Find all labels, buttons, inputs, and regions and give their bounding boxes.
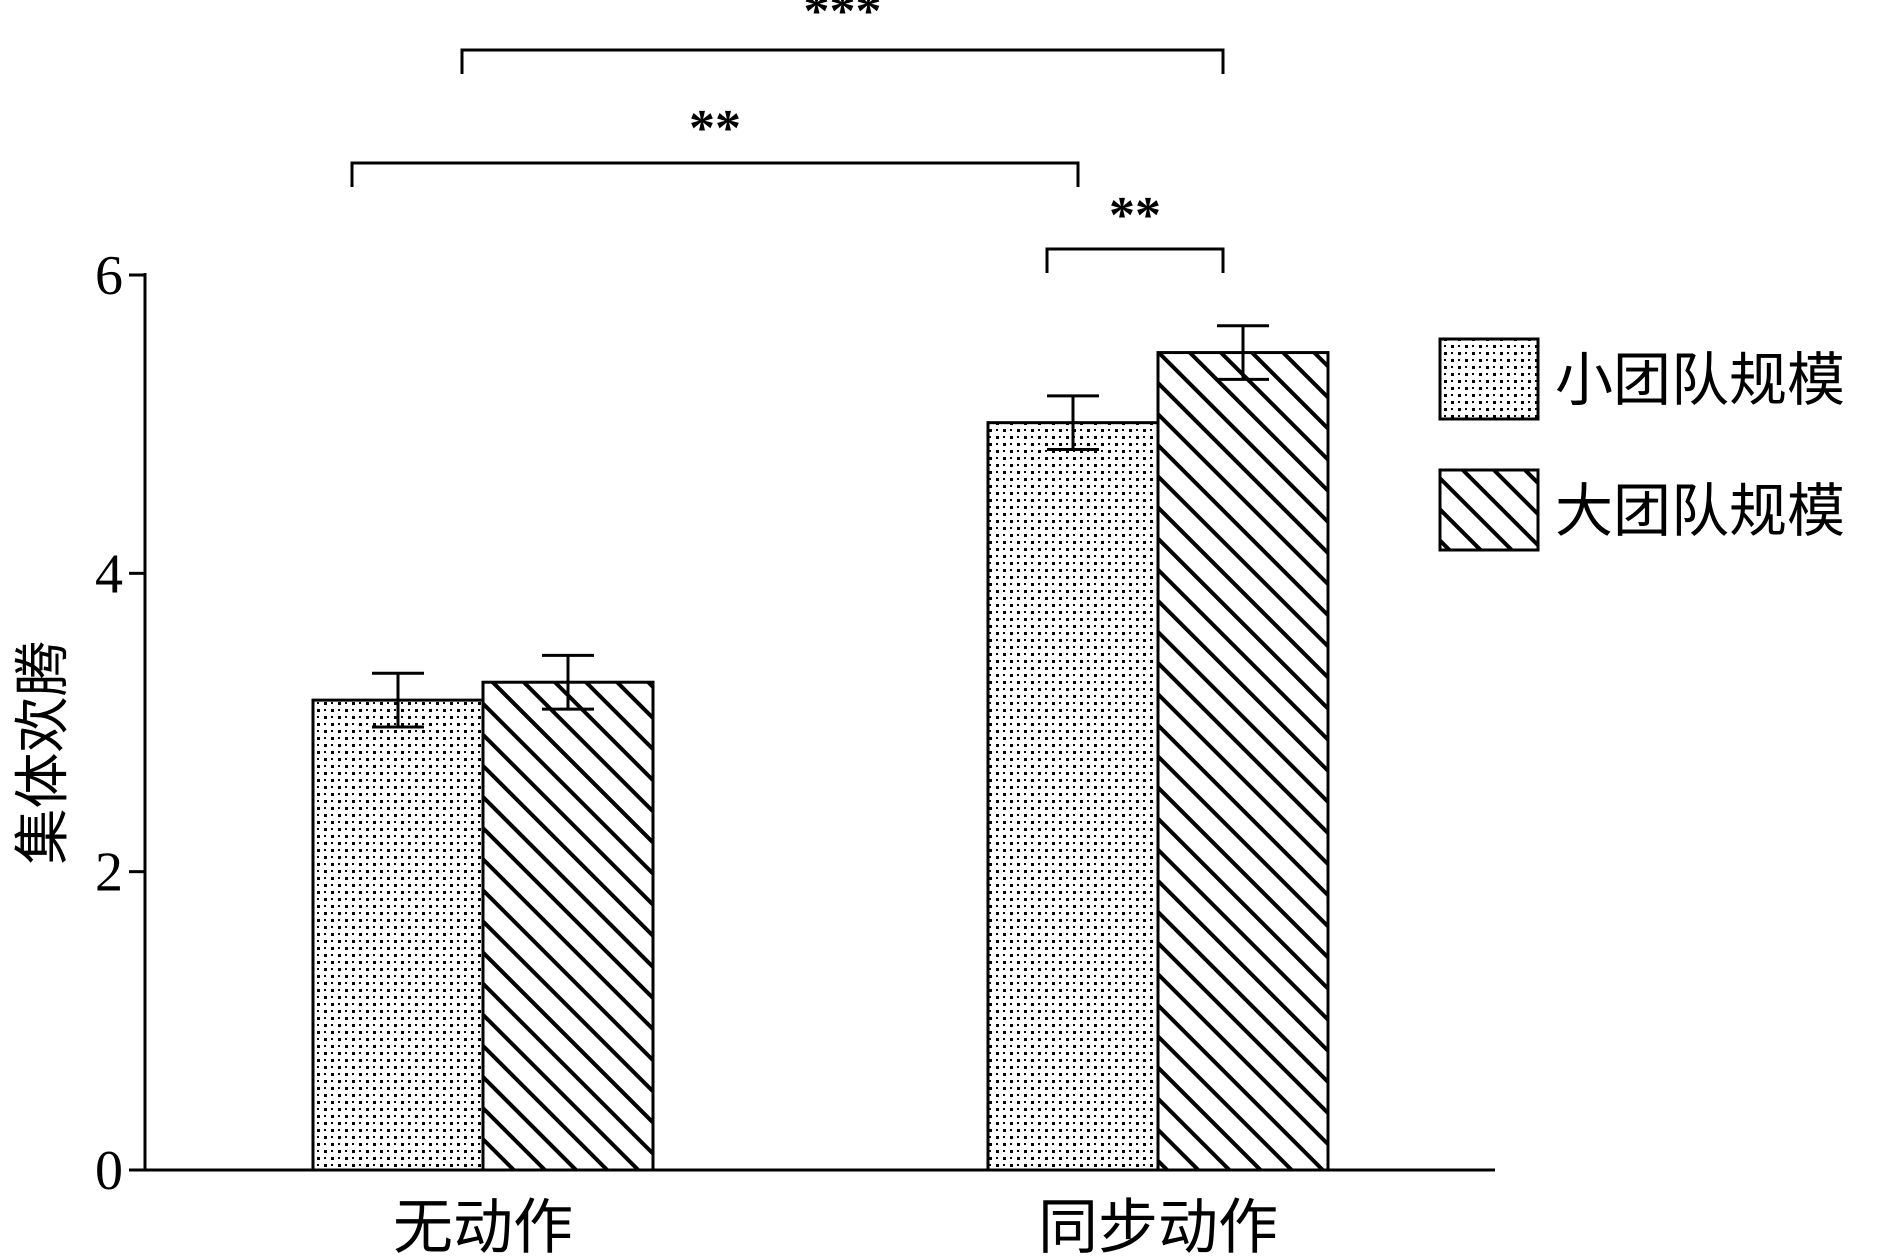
x-category-label: 无动作 (393, 1195, 573, 1254)
y-tick-label: 4 (95, 543, 123, 605)
bar-small-0 (311, 698, 485, 1172)
bar-small-1 (986, 421, 1160, 1172)
significance-bracket (350, 161, 1080, 187)
x-category-label: 同步动作 (1038, 1195, 1278, 1254)
significance-label: *** (804, 0, 882, 40)
legend-swatch-small (1438, 337, 1540, 421)
y-tick-label: 6 (95, 245, 123, 307)
y-axis-title: 集体欢腾 (13, 641, 75, 865)
bar-large-0 (481, 680, 655, 1172)
legend-label: 小团队规模 (1555, 348, 1845, 413)
significance-bracket (1045, 247, 1225, 273)
significance-label: ** (689, 100, 741, 157)
legend-swatch-large (1438, 468, 1540, 552)
bar-large-1 (1156, 351, 1330, 1172)
significance-label: ** (1109, 187, 1161, 244)
y-tick-label: 2 (95, 842, 123, 904)
significance-bracket (460, 48, 1225, 74)
legend-label: 大团队规模 (1555, 479, 1845, 544)
y-tick-label: 0 (95, 1140, 123, 1202)
